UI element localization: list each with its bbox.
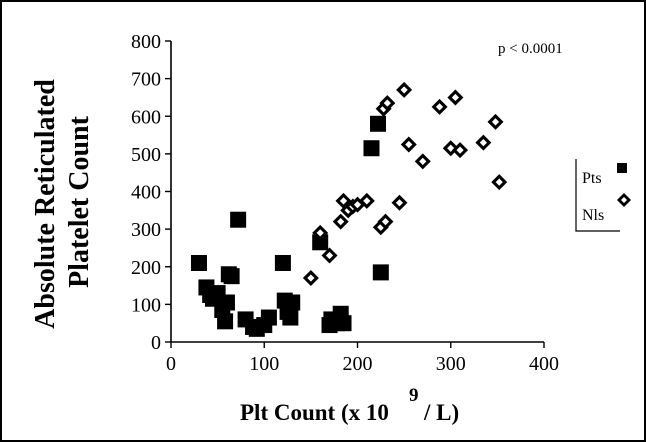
y-tick-label: 800	[131, 31, 161, 53]
x-tick-label: 200	[343, 353, 373, 375]
point-pts	[217, 313, 234, 330]
x-axis-title: Plt Count (x 10 9 / L)	[240, 385, 459, 425]
y-tick-label: 700	[131, 69, 161, 91]
point-pts	[282, 309, 299, 326]
p-value-annotation: p < 0.0001	[498, 41, 563, 57]
y-axis-title-line2: Platelet Count	[64, 115, 95, 288]
legend-label-nls: Nls	[582, 207, 604, 224]
y-axis-title: Absolute Reticulated Platelet Count	[30, 79, 95, 329]
point-nls	[491, 174, 508, 191]
point-pts	[363, 140, 380, 157]
y-tick-label: 0	[151, 332, 161, 354]
x-tick-label: 400	[529, 353, 559, 375]
y-ticks: 0 100 200 300 400 500 600 700 800	[131, 31, 171, 354]
x-tick-label: 300	[436, 353, 466, 375]
point-nls	[302, 270, 319, 287]
data-points	[190, 81, 508, 337]
point-nls	[452, 142, 469, 159]
y-tick-label: 600	[131, 106, 161, 128]
y-tick-label: 100	[131, 294, 161, 316]
point-pts	[284, 294, 301, 311]
point-nls	[332, 213, 349, 230]
y-tick-label: 300	[131, 219, 161, 241]
y-tick-label: 200	[131, 257, 161, 279]
x-ticks: 0 100 200 300 400	[166, 342, 559, 375]
legend-marker-pts	[617, 163, 627, 173]
y-axis-title-line1: Absolute Reticulated	[30, 79, 61, 329]
point-nls	[312, 224, 329, 241]
y-tick-label: 500	[131, 144, 161, 166]
y-tick-label: 400	[131, 182, 161, 204]
point-nls	[400, 136, 417, 153]
point-nls	[475, 134, 492, 151]
legend-box	[575, 159, 620, 232]
point-nls	[431, 98, 448, 115]
point-nls	[379, 95, 396, 112]
legend-marker-nls	[617, 193, 631, 207]
point-pts	[223, 268, 240, 285]
legend: Pts Nls	[575, 159, 631, 232]
point-pts	[274, 254, 291, 271]
point-nls	[487, 113, 504, 130]
point-nls	[358, 192, 375, 209]
point-pts	[370, 115, 387, 132]
x-tick-label: 100	[249, 353, 279, 375]
point-nls	[414, 153, 431, 170]
point-nls	[447, 89, 464, 106]
point-pts	[312, 234, 329, 251]
legend-label-pts: Pts	[582, 170, 602, 187]
point-pts	[218, 294, 235, 311]
x-axis-title-main: Plt Count (x 10	[240, 400, 389, 425]
point-pts	[260, 309, 277, 326]
point-nls	[396, 81, 413, 98]
point-nls	[391, 194, 408, 211]
point-nls	[321, 247, 338, 264]
x-axis-title-exponent: 9	[409, 385, 419, 406]
point-nls	[377, 213, 394, 230]
point-pts	[335, 315, 352, 332]
x-tick-label: 0	[166, 353, 176, 375]
point-pts	[372, 264, 389, 281]
x-axis-title-tail: / L)	[423, 400, 459, 425]
point-pts	[230, 211, 247, 228]
point-pts	[190, 254, 207, 271]
